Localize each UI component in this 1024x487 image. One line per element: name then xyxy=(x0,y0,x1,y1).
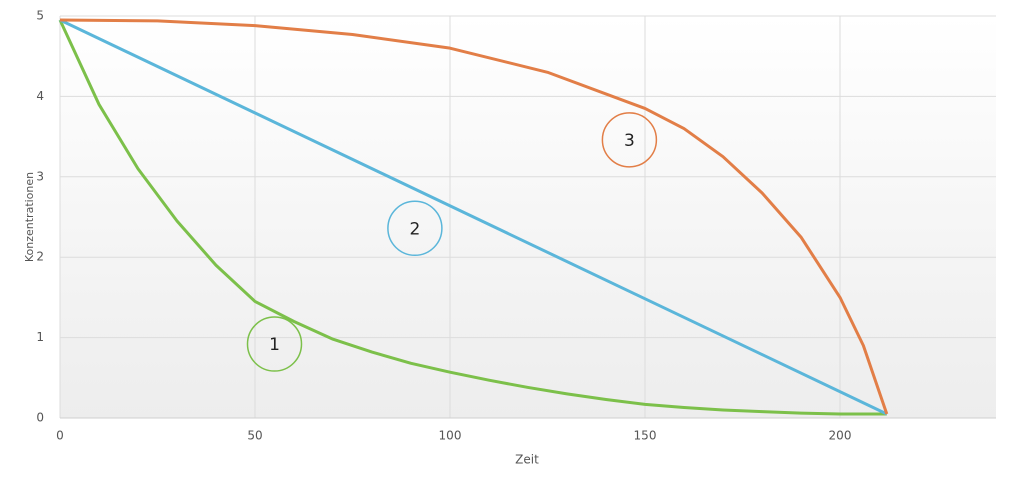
y-tick-label: 0 xyxy=(36,411,44,425)
annotation-circle xyxy=(246,316,303,372)
x-tick-label: 200 xyxy=(829,429,852,443)
annotation-circle xyxy=(601,112,658,168)
data-line xyxy=(59,18,889,415)
plot-area xyxy=(60,16,996,418)
x-axis-label: Zeit xyxy=(515,453,539,467)
x-tick-label: 50 xyxy=(247,429,262,443)
annotation-label: 3 xyxy=(624,131,635,151)
y-tick-label: 5 xyxy=(36,9,44,23)
y-axis-label: Konzentrationen xyxy=(23,172,36,262)
annotation-label: 2 xyxy=(409,219,420,239)
annotation-circle xyxy=(387,200,443,257)
y-tick-label: 3 xyxy=(36,169,44,183)
y-tick-label: 4 xyxy=(36,89,44,103)
x-tick-label: 100 xyxy=(439,429,462,443)
x-tick-label: 150 xyxy=(634,429,657,443)
x-tick-label: 0 xyxy=(56,429,64,443)
y-tick-label: 1 xyxy=(36,330,44,344)
y-tick-label: 2 xyxy=(36,250,44,264)
data-line xyxy=(58,19,887,416)
annotation-label: 1 xyxy=(269,335,280,355)
data-line xyxy=(59,18,888,416)
